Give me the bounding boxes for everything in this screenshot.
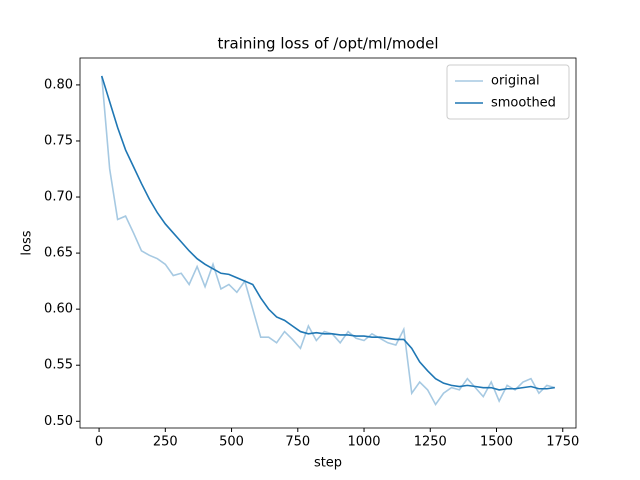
line-series — [100, 75, 556, 406]
x-tick-label: 750 — [285, 435, 310, 450]
y-tick-label: 0.70 — [44, 190, 73, 205]
y-tick-label: 0.80 — [44, 77, 73, 92]
x-tick-label: 500 — [219, 435, 244, 450]
y-tick-label: 0.55 — [44, 358, 73, 373]
legend-box — [446, 64, 570, 120]
chart-title: training loss of /opt/ml/model — [217, 35, 438, 53]
line-series — [100, 75, 555, 391]
x-tick-label: 1750 — [546, 435, 579, 450]
y-tick-label: 0.50 — [44, 414, 73, 429]
x-tick-label: 1000 — [347, 435, 380, 450]
y-tick-label: 0.60 — [44, 302, 73, 317]
x-tick-label: 250 — [153, 435, 178, 450]
y-tick-label: 0.65 — [44, 246, 73, 261]
x-tick-label: 1250 — [414, 435, 447, 450]
y-tick-label: 0.75 — [44, 133, 73, 148]
legend-label: original — [491, 74, 540, 89]
x-tick-label: 0 — [95, 435, 103, 450]
x-tick-label: 1500 — [480, 435, 513, 450]
legend-label: smoothed — [491, 96, 556, 111]
y-axis-label: loss — [20, 230, 35, 255]
axes-frame — [79, 57, 577, 429]
x-axis-label: step — [314, 456, 342, 471]
